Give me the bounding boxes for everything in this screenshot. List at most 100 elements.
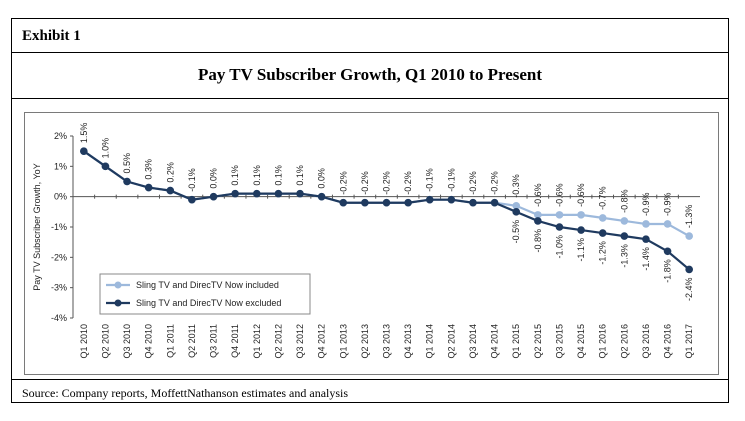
data-point [577,211,585,219]
x-tick-label: Q2 2010 [100,324,110,359]
data-label: 1.5% [79,123,89,144]
x-tick-label: Q4 2011 [230,324,240,358]
x-tick-label: Q2 2012 [273,324,283,359]
y-axis-title: Pay TV Subscriber Growth, YoY [32,163,42,290]
data-point [318,193,326,201]
x-tick-label: Q2 2016 [619,324,629,359]
data-label: 0.1% [273,165,283,186]
x-tick-label: Q4 2014 [490,324,500,359]
data-label: 0.3% [144,159,154,180]
y-tick-label: 1% [54,161,67,171]
data-label: 0.5% [122,153,132,174]
x-tick-label: Q3 2013 [382,324,392,359]
data-label: -0.1% [446,168,456,192]
y-tick-label: 0% [54,192,67,202]
data-label: 1.0% [100,138,110,159]
x-tick-label: Q1 2012 [252,324,262,359]
y-tick-label: -4% [51,313,67,323]
x-tick-label: Q3 2010 [122,324,132,359]
data-point [275,190,283,198]
data-point [664,220,672,228]
line-chart: 2%1%0%-1%-2%-3%-4%Pay TV Subscriber Grow… [0,0,745,421]
data-point [556,211,564,219]
data-point [253,190,261,198]
data-label: 0.1% [230,165,240,186]
x-tick-label: Q4 2013 [403,324,413,359]
data-label: -0.8% [619,189,629,213]
y-tick-label: 2% [54,131,67,141]
y-tick-label: -2% [51,252,67,262]
x-tick-label: Q1 2015 [511,324,521,359]
x-tick-label: Q2 2014 [446,324,456,359]
data-point [296,190,304,198]
data-point [123,178,131,186]
data-point [664,247,672,255]
data-point [556,223,564,231]
data-point [166,187,174,195]
x-tick-label: Q1 2011 [165,324,175,358]
data-point [577,226,585,234]
x-tick-label: Q4 2015 [576,324,586,359]
data-label: -0.2% [360,171,370,195]
data-label: 0.0% [209,168,219,189]
data-point [404,199,412,207]
data-label: -0.6% [533,183,543,207]
x-tick-label: Q1 2016 [598,324,608,359]
data-point [685,232,693,240]
data-label: -0.2% [382,171,392,195]
legend-label: Sling TV and DirecTV Now included [136,280,279,290]
data-point [512,208,520,216]
x-tick-label: Q4 2012 [317,324,327,359]
x-tick-label: Q4 2016 [663,324,673,359]
legend-swatch-marker [115,282,122,289]
data-label: -0.6% [554,183,564,207]
x-tick-label: Q3 2014 [468,324,478,359]
data-label: -0.6% [576,183,586,207]
x-tick-label: Q1 2014 [425,324,435,359]
x-tick-label: Q1 2017 [684,324,694,359]
data-point [534,217,542,225]
x-tick-label: Q1 2013 [338,324,348,359]
data-point [448,196,456,204]
data-point [491,199,499,207]
data-point [599,229,607,237]
data-point [383,199,391,207]
x-tick-label: Q3 2011 [209,324,219,358]
x-tick-label: Q2 2011 [187,324,197,358]
data-point [188,196,196,204]
data-point [469,199,477,207]
data-point [685,266,693,274]
data-label: -1.0% [554,235,564,259]
x-tick-label: Q3 2016 [641,324,651,359]
data-label: -1.4% [641,247,651,271]
data-label: 0.0% [317,168,327,189]
data-label: -1.3% [619,244,629,268]
x-tick-label: Q2 2013 [360,324,370,359]
data-label: -0.2% [490,171,500,195]
data-label: -0.2% [338,171,348,195]
data-label: -0.1% [187,168,197,192]
legend-swatch-marker [115,300,122,307]
data-point [621,217,629,225]
y-tick-label: -3% [51,283,67,293]
data-label: 0.1% [295,165,305,186]
data-point [102,163,110,171]
data-label: 0.2% [165,162,175,183]
data-label: -0.5% [511,220,521,244]
data-label: -1.3% [684,205,694,229]
data-label: -0.2% [403,171,413,195]
data-label: -0.7% [598,186,608,210]
x-tick-label: Q4 2010 [144,324,154,359]
data-label: -1.1% [576,238,586,262]
data-label: -1.8% [663,259,673,283]
data-point [621,232,629,240]
data-label: -1.2% [598,241,608,265]
data-label: -0.8% [533,229,543,253]
data-point [599,214,607,222]
data-point [642,220,650,228]
data-point [210,193,218,201]
data-point [145,184,153,192]
data-label: -0.9% [663,192,673,216]
data-label: -0.9% [641,192,651,216]
data-label: -0.3% [511,174,521,198]
